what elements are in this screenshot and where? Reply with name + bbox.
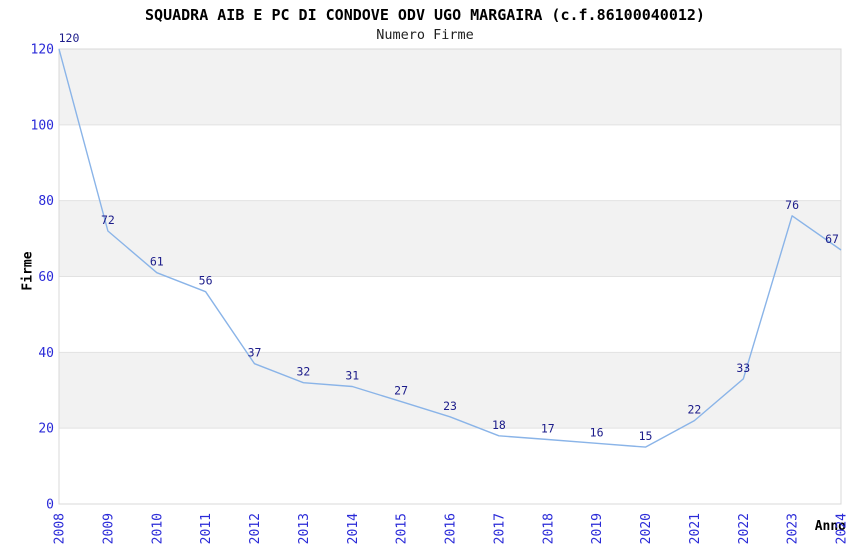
x-tick-label: 2012: [248, 513, 263, 544]
y-tick-label: 80: [38, 194, 54, 209]
point-label: 18: [492, 418, 506, 432]
y-tick-label: 0: [46, 498, 54, 513]
x-tick-label: 2015: [395, 513, 410, 544]
y-tick-label: 100: [31, 118, 54, 133]
grid-band: [59, 352, 841, 429]
point-label: 31: [345, 369, 359, 383]
point-label: 22: [687, 403, 701, 417]
point-label: 76: [785, 198, 799, 212]
x-tick-label: 2020: [639, 513, 654, 544]
point-label: 61: [150, 255, 164, 269]
x-tick-label: 2018: [541, 513, 556, 544]
point-label: 67: [825, 232, 839, 246]
x-tick-label: 2011: [199, 513, 214, 544]
x-tick-label: 2009: [101, 513, 116, 544]
y-tick-label: 60: [38, 270, 54, 285]
point-label: 17: [541, 422, 555, 436]
y-tick-label: 120: [31, 43, 54, 58]
point-label: 72: [101, 213, 115, 227]
point-label: 120: [59, 31, 80, 45]
x-tick-label: 2021: [688, 513, 703, 544]
y-tick-label: 20: [38, 422, 54, 437]
x-tick-label: 2013: [297, 513, 312, 544]
point-label: 56: [199, 274, 213, 288]
x-axis-title: Anno: [814, 519, 846, 534]
chart-subtitle: Numero Firme: [376, 27, 474, 43]
x-tick-label: 2014: [346, 513, 361, 544]
x-tick-label: 2023: [786, 513, 801, 544]
point-label: 16: [590, 425, 604, 439]
point-label: 23: [443, 399, 457, 413]
x-tick-label: 2022: [737, 513, 752, 544]
y-tick-label: 40: [38, 346, 54, 361]
point-label: 27: [394, 384, 408, 398]
grid-band: [59, 200, 841, 277]
x-tick-label: 2019: [590, 513, 605, 544]
x-tick-label: 2017: [492, 513, 507, 544]
point-label: 33: [736, 361, 750, 375]
x-tick-label: 2016: [444, 513, 459, 544]
line-series: [58, 48, 842, 448]
point-label: 37: [248, 346, 262, 360]
x-tick-label: 2008: [53, 513, 68, 544]
chart-title: SQUADRA AIB E PC DI CONDOVE ODV UGO MARG…: [145, 6, 705, 24]
point-label: 15: [639, 429, 653, 443]
plot-border: [58, 48, 842, 505]
grid-band: [59, 49, 841, 125]
x-tick-label: 2024: [835, 513, 850, 544]
x-tick-label: 2010: [150, 513, 165, 544]
point-label: 32: [296, 365, 310, 379]
